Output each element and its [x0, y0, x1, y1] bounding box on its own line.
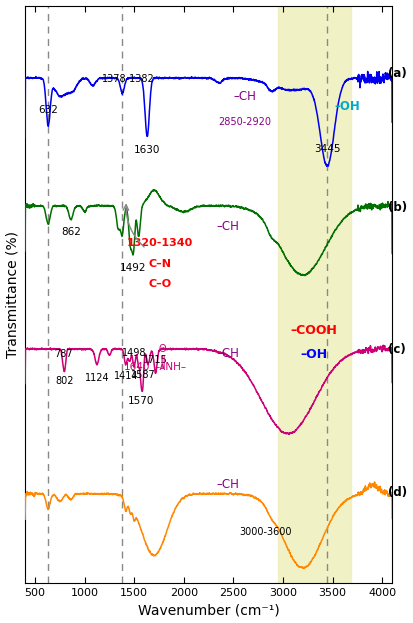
- Text: 1630: 1630: [134, 145, 160, 155]
- Text: –CH: –CH: [216, 478, 239, 491]
- Text: (d): (d): [388, 487, 407, 499]
- Text: 1570: 1570: [128, 396, 154, 406]
- Text: –CH: –CH: [233, 90, 256, 103]
- Text: (b): (b): [388, 201, 407, 214]
- Text: 862: 862: [61, 227, 81, 237]
- Text: (a): (a): [388, 67, 406, 80]
- X-axis label: Wavenumber (cm⁻¹): Wavenumber (cm⁻¹): [138, 604, 280, 617]
- Text: 802: 802: [56, 376, 74, 386]
- Text: ‖: ‖: [159, 356, 165, 369]
- Text: –CH: –CH: [216, 221, 239, 234]
- Text: –OH: –OH: [335, 100, 361, 113]
- Text: 3445: 3445: [314, 145, 340, 155]
- Text: 1492: 1492: [120, 263, 147, 273]
- Text: 1715: 1715: [143, 355, 168, 365]
- Text: C–N: C–N: [149, 259, 171, 269]
- Y-axis label: Transmittance (%): Transmittance (%): [5, 231, 19, 358]
- Text: C–O: C–O: [149, 279, 172, 289]
- Text: 1378-1382: 1378-1382: [102, 75, 155, 85]
- Text: 787: 787: [54, 349, 73, 359]
- Text: 1498: 1498: [122, 348, 146, 358]
- Text: 1640: 1640: [124, 362, 151, 372]
- Text: 632: 632: [38, 105, 58, 115]
- Text: 1587: 1587: [131, 369, 155, 379]
- Text: 1414: 1414: [114, 371, 138, 381]
- Text: 3000-3600: 3000-3600: [239, 527, 292, 537]
- Text: 2850-2920: 2850-2920: [218, 117, 271, 127]
- Text: –CH: –CH: [216, 347, 239, 359]
- Text: O: O: [158, 344, 166, 354]
- Text: 1124: 1124: [85, 373, 109, 383]
- Text: –COOH: –COOH: [290, 323, 337, 336]
- Bar: [278, 6, 351, 583]
- Text: (c): (c): [388, 343, 406, 356]
- Text: –ᴀNH–: –ᴀNH–: [154, 362, 186, 372]
- Text: 1320-1340: 1320-1340: [127, 238, 193, 248]
- Text: –OH: –OH: [300, 348, 328, 361]
